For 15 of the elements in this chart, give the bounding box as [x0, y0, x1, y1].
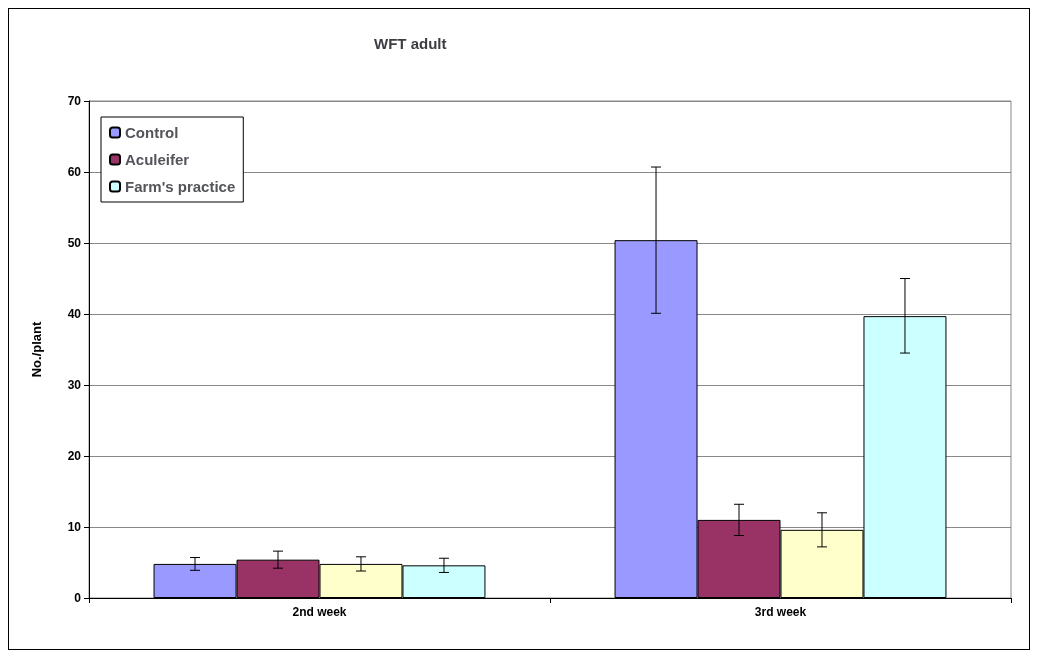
y-tick-label: 50 — [67, 236, 82, 250]
legend-label: Control — [125, 124, 179, 141]
y-tick-label: 20 — [67, 449, 82, 463]
legend-label: Aculeifer — [125, 151, 190, 168]
y-tick-label: 0 — [74, 591, 82, 605]
y-tick-label: 70 — [67, 94, 82, 108]
y-axis-title: No./plant — [29, 321, 44, 378]
legend-label: Farm's practice — [125, 178, 236, 195]
y-tick-label: 40 — [67, 307, 82, 321]
y-tick-label: 30 — [67, 378, 82, 392]
chart-title: WFT adult — [374, 35, 447, 52]
y-tick-label: 60 — [67, 165, 82, 179]
x-tick-label: 2nd week — [292, 605, 347, 619]
x-tick-label: 3rd week — [754, 605, 807, 619]
y-tick-label: 10 — [67, 520, 82, 534]
